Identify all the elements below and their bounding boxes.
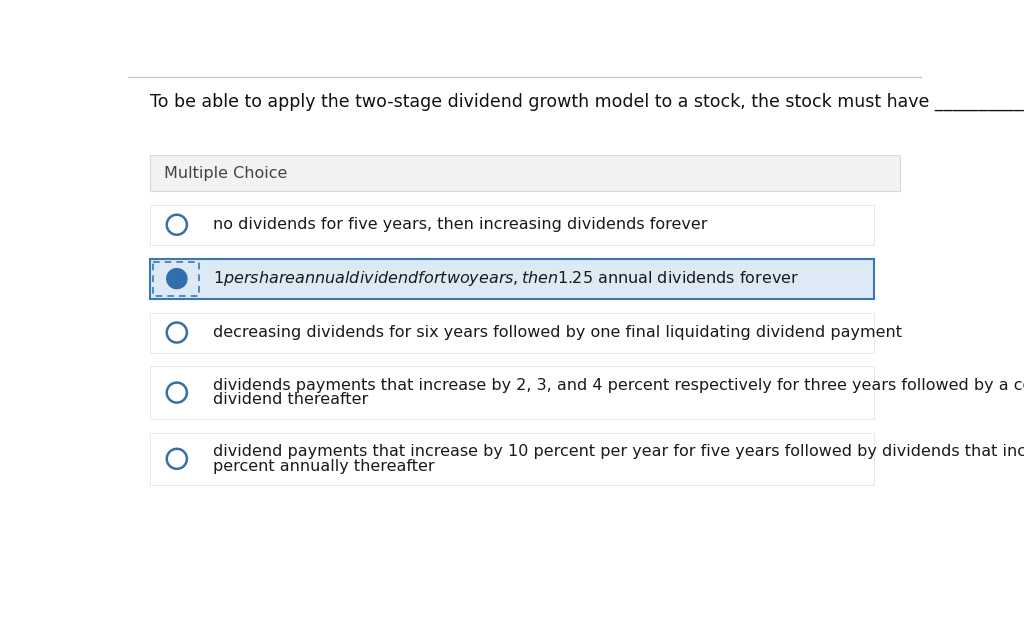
FancyBboxPatch shape bbox=[150, 366, 873, 419]
Text: decreasing dividends for six years followed by one final liquidating dividend pa: decreasing dividends for six years follo… bbox=[213, 325, 902, 340]
Text: dividends payments that increase by 2, 3, and 4 percent respectively for three y: dividends payments that increase by 2, 3… bbox=[213, 378, 1024, 392]
FancyBboxPatch shape bbox=[150, 313, 873, 352]
FancyBboxPatch shape bbox=[150, 259, 873, 299]
Circle shape bbox=[167, 269, 187, 289]
FancyBboxPatch shape bbox=[150, 433, 873, 485]
FancyBboxPatch shape bbox=[150, 205, 873, 245]
Text: Multiple Choice: Multiple Choice bbox=[164, 166, 287, 181]
Text: dividend payments that increase by 10 percent per year for five years followed b: dividend payments that increase by 10 pe… bbox=[213, 444, 1024, 459]
Text: no dividends for five years, then increasing dividends forever: no dividends for five years, then increa… bbox=[213, 217, 708, 232]
Text: percent annually thereafter: percent annually thereafter bbox=[213, 458, 435, 474]
Text: To be able to apply the two-stage dividend growth model to a stock, the stock mu: To be able to apply the two-stage divide… bbox=[150, 92, 1024, 111]
Text: $1 per share annual dividend for two years, then $1.25 annual dividends forever: $1 per share annual dividend for two yea… bbox=[213, 269, 800, 288]
FancyBboxPatch shape bbox=[150, 156, 900, 191]
Text: dividend thereafter: dividend thereafter bbox=[213, 392, 369, 408]
